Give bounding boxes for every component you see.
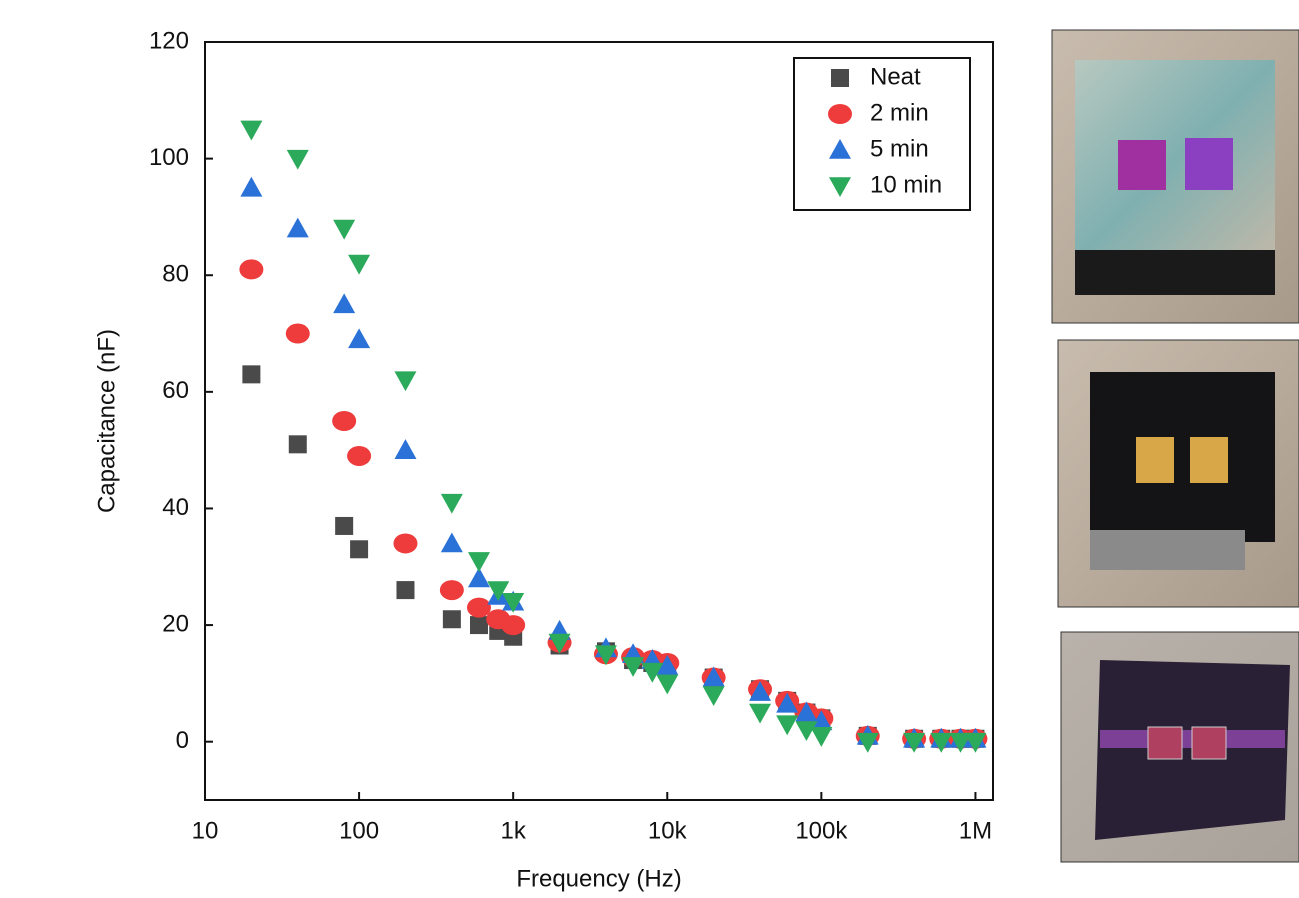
point <box>242 365 261 384</box>
electrode <box>1185 138 1233 190</box>
point <box>930 732 953 753</box>
point <box>641 662 664 683</box>
photos <box>1051 29 1299 863</box>
sample <box>1075 250 1275 295</box>
point <box>240 176 263 197</box>
point <box>467 567 490 588</box>
point <box>466 597 491 618</box>
x-tick-label: 10 <box>192 817 219 844</box>
point <box>439 580 464 601</box>
point <box>350 540 369 559</box>
sample <box>1090 372 1275 542</box>
y-tick-label: 0 <box>176 727 189 754</box>
point <box>333 293 356 314</box>
point <box>903 732 926 753</box>
point <box>548 633 571 654</box>
legend-marker <box>829 139 851 159</box>
legend-label: 5 min <box>870 135 929 162</box>
point <box>467 552 490 572</box>
legend-marker <box>829 177 851 197</box>
point <box>949 732 972 753</box>
point <box>795 701 818 722</box>
legend-marker <box>828 104 852 124</box>
sample <box>1090 530 1245 570</box>
point <box>440 493 463 514</box>
point <box>469 616 488 635</box>
point <box>239 259 264 280</box>
x-tick-label: 1M <box>959 817 992 844</box>
electrode <box>1191 726 1227 760</box>
electrode <box>1118 140 1166 190</box>
point <box>286 217 309 238</box>
point <box>394 371 417 392</box>
point <box>501 615 526 636</box>
point <box>442 610 461 629</box>
point <box>749 703 772 724</box>
point <box>656 654 679 675</box>
y-tick-label: 100 <box>149 144 189 171</box>
electrode <box>1136 437 1174 483</box>
point <box>810 727 833 747</box>
y-tick-label: 40 <box>162 494 189 521</box>
point <box>749 681 772 701</box>
point <box>487 581 510 602</box>
point <box>335 516 354 535</box>
point <box>810 710 833 731</box>
point <box>348 254 371 275</box>
point <box>776 692 799 713</box>
electrode <box>1147 726 1183 760</box>
x-tick-label: 10k <box>648 817 688 844</box>
point <box>240 120 263 141</box>
electrode <box>1190 437 1228 483</box>
legend-label: 10 min <box>870 171 942 198</box>
y-tick-label: 120 <box>149 27 189 54</box>
x-axis-title: Frequency (Hz) <box>516 865 681 892</box>
x-tick-label: 100 <box>339 817 379 844</box>
point <box>702 686 725 707</box>
point <box>285 323 310 344</box>
x-tick-label: 100k <box>795 817 848 844</box>
legend-label: Neat <box>870 63 921 90</box>
plot-frame <box>204 41 994 801</box>
point <box>396 581 415 600</box>
point <box>286 149 309 170</box>
point <box>776 715 799 736</box>
y-tick-label: 60 <box>162 377 189 404</box>
point <box>622 657 645 677</box>
y-axis-title: Capacitance (nF) <box>93 329 120 513</box>
point <box>502 592 525 613</box>
legend-label: 2 min <box>870 99 929 126</box>
y-tick-label: 20 <box>162 610 189 637</box>
point <box>332 411 357 431</box>
point <box>394 439 417 459</box>
point <box>964 732 987 753</box>
point <box>348 328 371 349</box>
x-tick-label: 1k <box>500 817 526 844</box>
point <box>795 721 818 742</box>
point <box>594 645 617 666</box>
point <box>393 533 418 554</box>
point <box>656 674 679 695</box>
point <box>333 219 356 240</box>
legend-box <box>793 57 971 211</box>
point <box>702 666 725 687</box>
point <box>288 435 307 454</box>
legend-marker <box>831 69 849 87</box>
y-tick-label: 80 <box>162 261 189 288</box>
point <box>856 732 879 753</box>
sample <box>1075 60 1275 260</box>
point <box>440 532 463 553</box>
point <box>347 445 372 466</box>
